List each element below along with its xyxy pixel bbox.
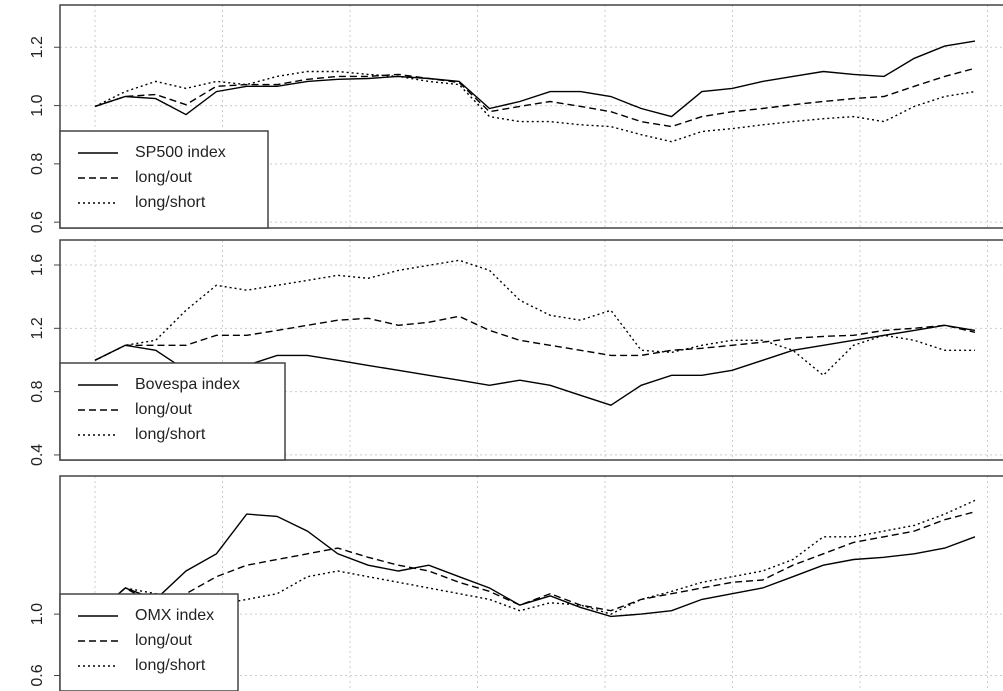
legend-box: [59, 130, 269, 229]
panel-frame: [59, 239, 1003, 461]
y-tick-label: 1.0: [29, 94, 46, 116]
legend-label: long/out: [135, 632, 192, 649]
y-tick-label: 1.6: [29, 254, 46, 276]
series-line: [94, 315, 976, 361]
y-tick-label: 0.8: [29, 380, 46, 402]
y-tick-label: 1.2: [29, 317, 46, 339]
y-tick-label: 0.6: [29, 664, 46, 686]
series-line: [94, 67, 976, 128]
series-line: [94, 70, 976, 143]
series-line: [94, 40, 976, 118]
series-line: [94, 511, 976, 615]
legend-label: long/out: [135, 401, 192, 418]
legend-box: [59, 593, 239, 691]
series-line: [94, 259, 975, 377]
legend-label: long/short: [135, 426, 206, 443]
legend-label: Bovespa index: [135, 376, 240, 393]
legend-label: OMX index: [135, 607, 214, 624]
y-tick-label: 1.0: [29, 603, 46, 625]
series-line: [94, 513, 976, 618]
legend-label: long/short: [135, 194, 206, 211]
y-tick-label: 1.2: [29, 36, 46, 58]
y-tick-label: 0.6: [29, 211, 46, 233]
legend-label: SP500 index: [135, 144, 226, 161]
y-tick-label: 0.8: [29, 153, 46, 175]
legend-box: [59, 362, 286, 461]
legend-label: long/short: [135, 657, 206, 674]
y-tick-label: 0.4: [29, 444, 46, 466]
panel-frame: [59, 4, 1003, 229]
legend-label: long/out: [135, 169, 192, 186]
